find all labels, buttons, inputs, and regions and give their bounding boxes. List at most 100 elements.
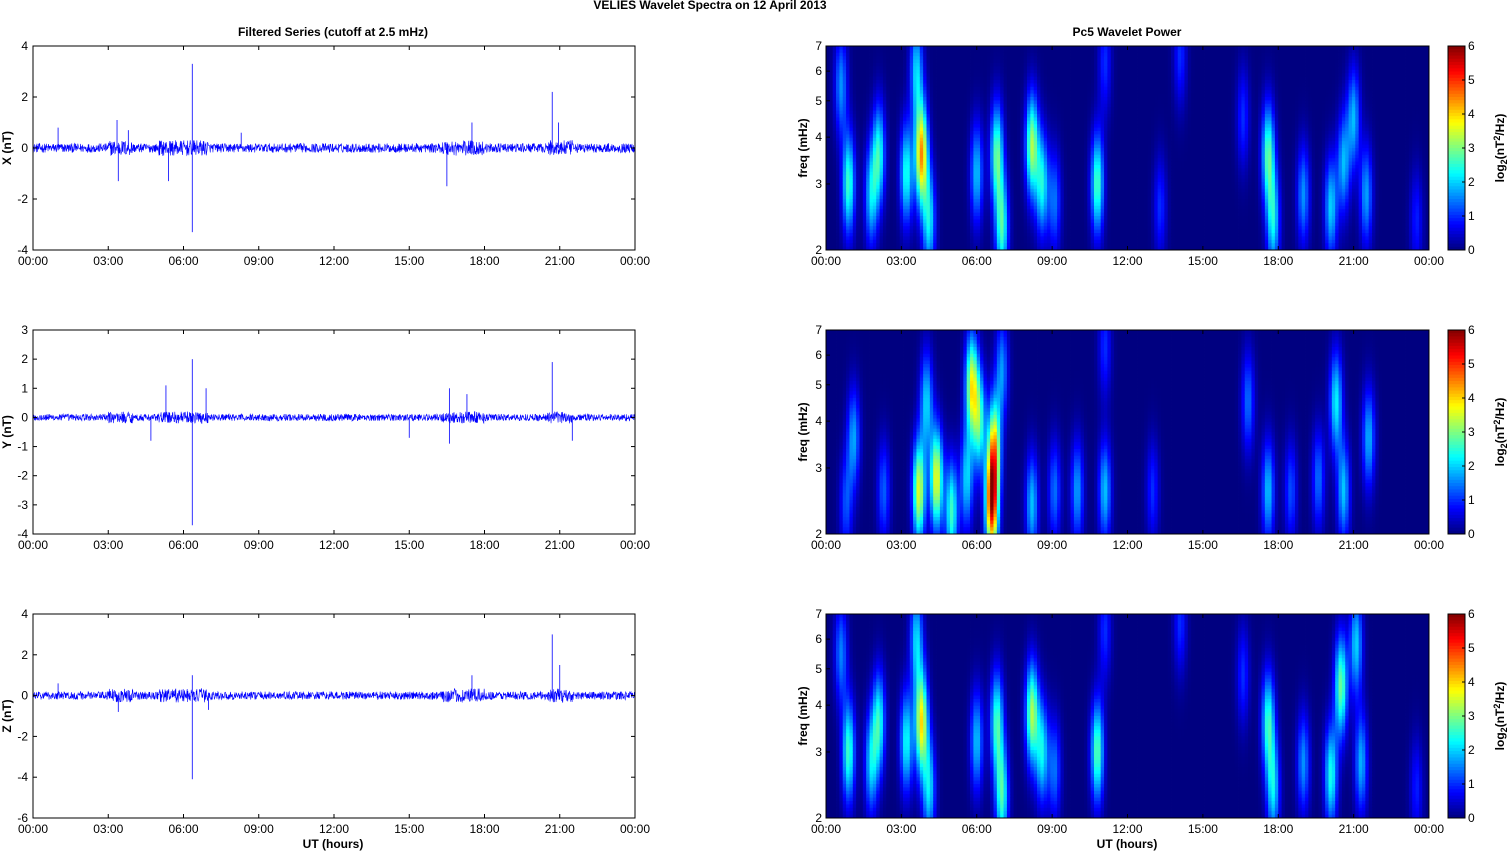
- panel-x-wavelet-cell: [1060, 219, 1065, 224]
- panel-x-wavelet-cell: [970, 199, 974, 203]
- panel-x-wavelet-cell: [963, 205, 968, 210]
- panel-x-wavelet-cell: [1053, 66, 1058, 71]
- panel-x-wavelet-cell: [983, 117, 988, 122]
- panel-x-wavelet-cell: [1010, 69, 1014, 74]
- panel-x-wavelet-cell: [1030, 161, 1035, 166]
- panel-x-wavelet-cell: [896, 127, 901, 132]
- panel-x-wavelet-cell: [933, 202, 937, 207]
- panel-x-wavelet-cell: [1077, 80, 1081, 84]
- panel-x-wavelet-cell: [976, 56, 981, 60]
- panel-x-wavelet-cell: [936, 219, 941, 224]
- panel-x-wavelet-cell: [966, 205, 971, 210]
- panel-x-wavelet-cell: [1087, 233, 1092, 237]
- panel-x-wavelet-cell: [1003, 97, 1008, 101]
- panel-x-wavelet-cell: [1087, 195, 1092, 200]
- panel-x-wavelet-cell: [983, 216, 988, 220]
- panel-x-wavelet-cell: [836, 124, 840, 128]
- panel-x-wavelet-cell: [919, 199, 924, 203]
- panel-x-wavelet-cell: [849, 120, 854, 125]
- panel-x-wavelet-cell: [976, 246, 981, 251]
- panel-x-wavelet-cell: [1000, 66, 1004, 71]
- panel-x-wavelet-cell: [1063, 63, 1068, 67]
- panel-x-wavelet-cell: [1010, 212, 1014, 217]
- panel-x-wavelet-cell: [852, 236, 857, 241]
- panel-x-wavelet-cell: [1090, 239, 1095, 244]
- panel-x-wavelet-cell: [960, 148, 964, 152]
- panel-x-wavelet-cell: [946, 212, 951, 217]
- panel-x-wavelet-cell: [836, 243, 840, 247]
- panel-x-wavelet-cell: [919, 154, 924, 159]
- panel-x-wavelet-cell: [846, 182, 850, 186]
- panel-x-wavelet-cell: [953, 110, 958, 115]
- panel-x-wavelet-cell: [1033, 69, 1038, 74]
- panel-x-wavelet-cell: [1087, 246, 1092, 251]
- panel-x-wavelet-cell: [966, 148, 971, 152]
- panel-x-wavelet-cell: [1080, 165, 1085, 169]
- panel-x-wavelet-cell: [876, 161, 880, 166]
- panel-x-wavelet-cell: [993, 161, 998, 166]
- panel-x-wavelet-cell: [896, 175, 901, 179]
- panel-x-wavelet-cell: [1057, 100, 1061, 105]
- panel-x-wavelet-cell: [889, 103, 894, 108]
- panel-x-wavelet-cell: [829, 131, 834, 135]
- panel-x-wavelet-cell: [832, 229, 837, 234]
- panel-x-wavelet-cell: [903, 151, 907, 156]
- panel-x-wavelet-cell: [1003, 86, 1008, 91]
- panel-x-wavelet-cell: [1047, 120, 1051, 125]
- panel-x-wavelet-cell: [973, 117, 978, 122]
- panel-x-wavelet-cell: [896, 222, 901, 227]
- panel-x-wavelet-cell: [1063, 202, 1068, 207]
- panel-x-wavelet-cell: [976, 114, 981, 118]
- panel-x-wavelet-cell: [909, 120, 914, 125]
- panel-x-wavelet-cell: [929, 178, 934, 183]
- panel-x-wavelet-cell: [826, 117, 830, 122]
- panel-x-wavelet-cell: [872, 141, 877, 145]
- panel-x-wavelet-cell: [896, 100, 901, 105]
- panel-x-wavelet-cell: [943, 205, 947, 210]
- panel-x-wavelet-cell: [893, 114, 897, 118]
- panel-x-wavelet-cell: [1027, 219, 1031, 224]
- panel-x-wavelet-cell: [970, 117, 974, 122]
- panel-x-wavelet-cell: [1043, 239, 1048, 244]
- panel-x-wavelet-cell: [1073, 243, 1078, 247]
- panel-x-wavelet-cell: [866, 83, 870, 88]
- panel-x-wavelet-cell: [973, 97, 978, 101]
- panel-x-wavelet-cell: [996, 199, 1001, 203]
- panel-x-wavelet-cell: [1013, 90, 1018, 94]
- panel-y-xtick-label: 18:00: [469, 538, 499, 552]
- panel-x-wavelet-cell: [1090, 188, 1095, 193]
- panel-x-wavelet-cell: [859, 222, 864, 227]
- panel-x-wavelet-cell: [846, 195, 850, 200]
- panel-x-wavelet-cell: [1020, 236, 1025, 241]
- panel-x-wavelet-cell: [876, 182, 880, 186]
- panel-x-wavelet-cell: [946, 76, 951, 81]
- panel-x-wavelet-cell: [929, 205, 934, 210]
- panel-x-wavelet-cell: [1043, 188, 1048, 193]
- panel-x-wavelet-cell: [1047, 182, 1051, 186]
- panel-x-wavelet-cell: [829, 219, 834, 224]
- panel-x-wavelet-cell: [842, 63, 847, 67]
- panel-x-wavelet-cell: [889, 205, 894, 210]
- panel-x-wavelet-cell: [886, 76, 891, 81]
- panel-x-wavelet-cell: [916, 63, 921, 67]
- panel-x-wavelet-cell: [893, 219, 897, 224]
- panel-x-wavelet-cell: [909, 188, 914, 193]
- panel-x-wavelet-cell: [859, 192, 864, 196]
- panel-x-wavelet-cell: [973, 212, 978, 217]
- panel-x-wavelet-cell: [1006, 209, 1011, 213]
- panel-x-wavelet-cell: [1023, 239, 1028, 244]
- panel-x-wavelet-cell: [1053, 117, 1058, 122]
- panel-x-wavelet-cell: [1050, 86, 1055, 91]
- panel-x-wavelet-cell: [1006, 154, 1011, 159]
- panel-x-wavelet-cell: [849, 175, 854, 179]
- panel-x-wavelet-cell: [960, 66, 964, 71]
- panel-x-wavelet-cell: [936, 131, 941, 135]
- panel-x-wavelet-cell: [986, 246, 991, 251]
- panel-x-wavelet-cell: [1006, 195, 1011, 200]
- panel-x-wavelet-cell: [1006, 52, 1011, 57]
- panel-x-wavelet-cell: [1030, 199, 1035, 203]
- panel-x-wavelet-cell: [872, 199, 877, 203]
- panel-x-wavelet-cell: [973, 222, 978, 227]
- panel-x-wavelet-cell: [1037, 114, 1041, 118]
- panel-x-wavelet-cell: [973, 110, 978, 115]
